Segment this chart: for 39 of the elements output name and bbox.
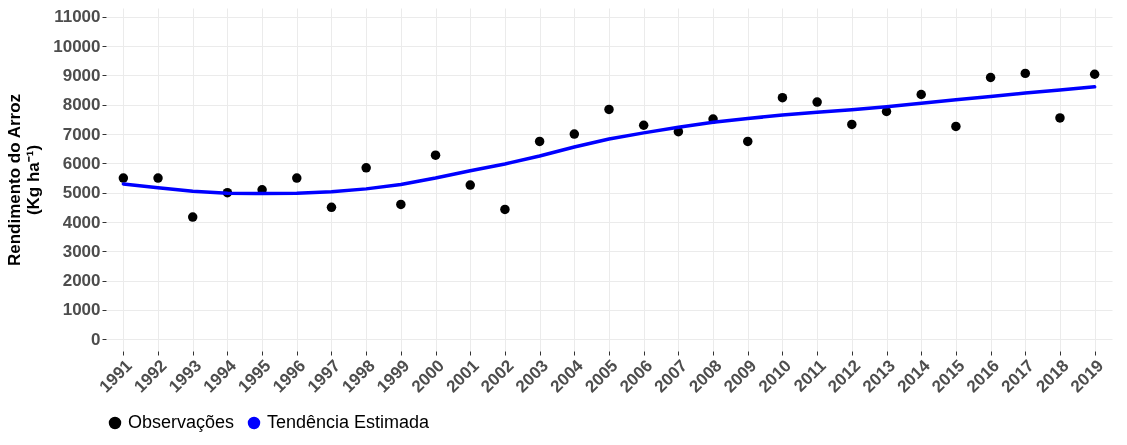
- y-tick-label: 3000: [62, 241, 101, 261]
- point: [1020, 68, 1031, 79]
- point: [326, 202, 337, 213]
- point: [1089, 69, 1100, 79]
- point: [187, 212, 198, 222]
- point: [985, 72, 996, 83]
- point: [396, 199, 406, 210]
- point: [916, 89, 926, 100]
- y-tick-label: 6000: [62, 153, 101, 173]
- point: [465, 180, 475, 190]
- y-tick-label: 4000: [62, 212, 101, 232]
- point: [638, 120, 649, 130]
- point: [430, 150, 441, 160]
- point: [743, 136, 753, 147]
- point: [1055, 113, 1065, 123]
- point: [812, 97, 822, 107]
- y-tick-label: 8000: [62, 95, 101, 115]
- y-tick-label: 5000: [62, 183, 101, 203]
- point: [777, 92, 788, 103]
- point: [361, 163, 371, 173]
- point: [153, 173, 163, 183]
- y-tick-label: 2000: [62, 271, 101, 291]
- point: [604, 104, 614, 115]
- legend-label: Tendência Estimada: [267, 412, 431, 432]
- y-tick-label: 1000: [62, 300, 101, 320]
- point: [292, 173, 302, 183]
- point: [118, 173, 129, 183]
- y-tick-label: 9000: [62, 65, 101, 85]
- legend-label: Observações: [128, 412, 235, 432]
- point: [951, 121, 961, 132]
- point: [569, 129, 580, 139]
- point: [847, 119, 857, 130]
- point: [534, 136, 545, 147]
- point: [500, 204, 510, 215]
- y-axis-title: Rendimento do Arroz (Kg ha⁻¹): [5, 93, 44, 267]
- y-tick-label: 7000: [62, 124, 101, 144]
- y-tick-label: 11000: [54, 7, 101, 27]
- y-tick-label: 10000: [53, 36, 101, 56]
- y-tick-label: 0: [91, 329, 101, 349]
